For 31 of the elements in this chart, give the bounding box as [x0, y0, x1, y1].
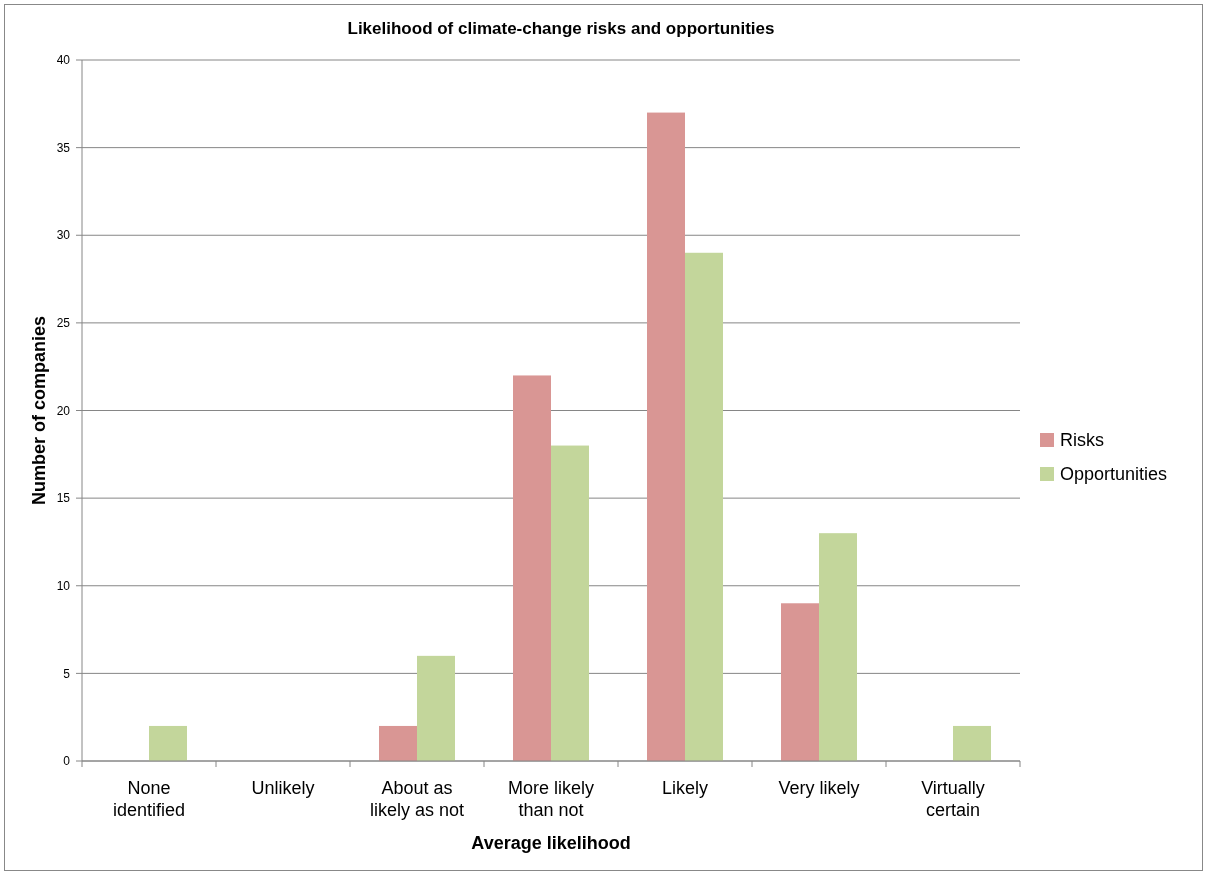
- y-tick-label: 0: [63, 754, 71, 769]
- y-tick-label: 10: [56, 578, 71, 593]
- bar: [379, 725, 417, 761]
- y-tick-label: 25: [56, 316, 71, 331]
- bar: [513, 375, 551, 761]
- y-tick-label: 30: [56, 228, 71, 243]
- y-tick-label: 35: [56, 140, 71, 155]
- y-tick-label: 20: [56, 403, 71, 418]
- legend-label: Risks: [1060, 430, 1104, 451]
- bar: [417, 655, 455, 761]
- y-tick-label: 5: [63, 666, 71, 681]
- chart-title: Likelihood of climate-change risks and opportunities: [347, 19, 775, 38]
- x-axis-title: Average likelihood: [471, 833, 631, 853]
- y-tick-label: 40: [56, 53, 71, 68]
- x-tick-label: None identified: [112, 778, 186, 820]
- bar: [647, 112, 685, 761]
- x-tick-label: Virtually certain: [921, 778, 985, 820]
- x-tick-label: Very likely: [778, 778, 860, 798]
- bar: [953, 725, 991, 761]
- bar: [781, 603, 819, 761]
- bar: [551, 445, 589, 761]
- legend-label: Opportunities: [1060, 464, 1168, 485]
- bar: [685, 252, 723, 761]
- bar: [149, 725, 187, 761]
- x-tick-label: Likely: [661, 778, 709, 798]
- x-tick-label: More likely than not: [507, 778, 595, 820]
- y-tick-label: 15: [56, 491, 71, 506]
- x-tick-label: Unlikely: [251, 778, 315, 798]
- bar: [819, 533, 857, 761]
- y-axis-title: Number of companies: [29, 315, 49, 506]
- x-tick-label: About as likely as not: [369, 778, 465, 820]
